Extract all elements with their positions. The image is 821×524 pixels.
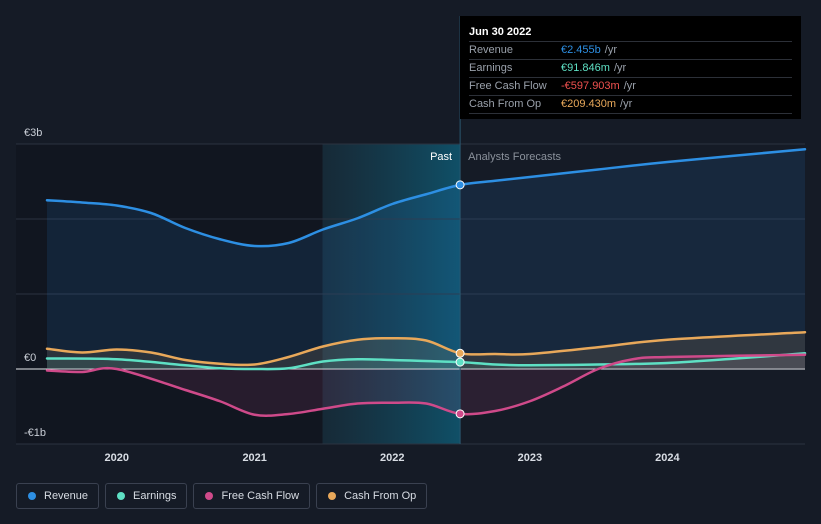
- x-tick-label: 2020: [104, 452, 128, 464]
- tooltip-unit: /yr: [620, 98, 633, 110]
- tooltip-value: -€597.903m: [561, 80, 620, 92]
- line-free-cash-flow: [45, 353, 807, 417]
- tooltip-row-free-cash-flow: Free Cash Flow -€597.903m /yr: [469, 77, 792, 95]
- tooltip-panel: Jun 30 2022 Revenue €2.455b /yr Earnings…: [460, 16, 801, 119]
- line-cash-from-op: [45, 331, 807, 367]
- legend-dot-icon: [28, 492, 36, 500]
- tooltip-label: Cash From Op: [469, 98, 542, 110]
- legend: Revenue Earnings Free Cash Flow Cash Fro…: [16, 483, 428, 509]
- tooltip-row-revenue: Revenue €2.455b /yr: [469, 41, 792, 59]
- x-tick-label: 2023: [518, 452, 542, 464]
- legend-dot-icon: [205, 492, 214, 500]
- tooltip-value: €91.846m: [561, 62, 610, 74]
- tooltip-label: Revenue: [469, 44, 514, 56]
- legend-dot-icon: [117, 492, 126, 500]
- legend-item-revenue[interactable]: Revenue: [16, 483, 100, 509]
- tooltip-date: Jun 30 2022: [469, 26, 532, 38]
- tooltip-label: Earnings: [469, 62, 513, 74]
- legend-dot-icon: [328, 492, 337, 500]
- gridlines: [16, 143, 805, 445]
- tooltip-value: €209.430m: [561, 98, 617, 110]
- legend-label: Free Cash Flow: [221, 490, 300, 502]
- series-markers[interactable]: [455, 180, 465, 419]
- marker-free-cash-flow: [455, 409, 465, 419]
- x-tick-label: 2021: [242, 452, 266, 464]
- tooltip-row-cash-from-op: Cash From Op €209.430m /yr: [469, 95, 792, 114]
- marker-cash-from-op: [455, 348, 465, 358]
- legend-label: Earnings: [133, 490, 177, 502]
- area-cash-from-op: [47, 332, 805, 369]
- series-lines: [45, 148, 807, 417]
- legend-item-cash-from-op[interactable]: Cash From Op: [316, 483, 428, 509]
- tooltip-value: €2.455b: [561, 44, 601, 56]
- marker-revenue: [455, 180, 465, 190]
- tooltip-unit: /yr: [613, 62, 627, 74]
- line-revenue: [45, 148, 807, 248]
- tooltip-label: Free Cash Flow: [469, 80, 547, 92]
- legend-item-earnings[interactable]: Earnings: [105, 483, 188, 509]
- tooltip-unit: /yr: [623, 80, 636, 92]
- axis-labels: €3b €0 -€1b 2020 2021 2022 2023 2024: [24, 127, 681, 464]
- y-tick-label: €0: [24, 352, 36, 364]
- tooltip-row-earnings: Earnings €91.846m /yr: [469, 59, 792, 77]
- area-revenue: [47, 149, 805, 369]
- marker-earnings: [455, 357, 465, 367]
- legend-label: Cash From Op: [344, 490, 417, 502]
- legend-label: Revenue: [44, 490, 89, 502]
- y-tick-label: €3b: [24, 127, 42, 139]
- x-tick-label: 2024: [655, 452, 680, 464]
- forecast-label: Analysts Forecasts: [468, 151, 561, 163]
- x-tick-label: 2022: [380, 452, 404, 464]
- past-label: Past: [430, 151, 452, 163]
- tooltip-unit: /yr: [604, 44, 617, 56]
- y-tick-label: -€1b: [24, 427, 46, 439]
- legend-item-free-cash-flow[interactable]: Free Cash Flow: [193, 483, 311, 509]
- line-earnings: [45, 352, 807, 371]
